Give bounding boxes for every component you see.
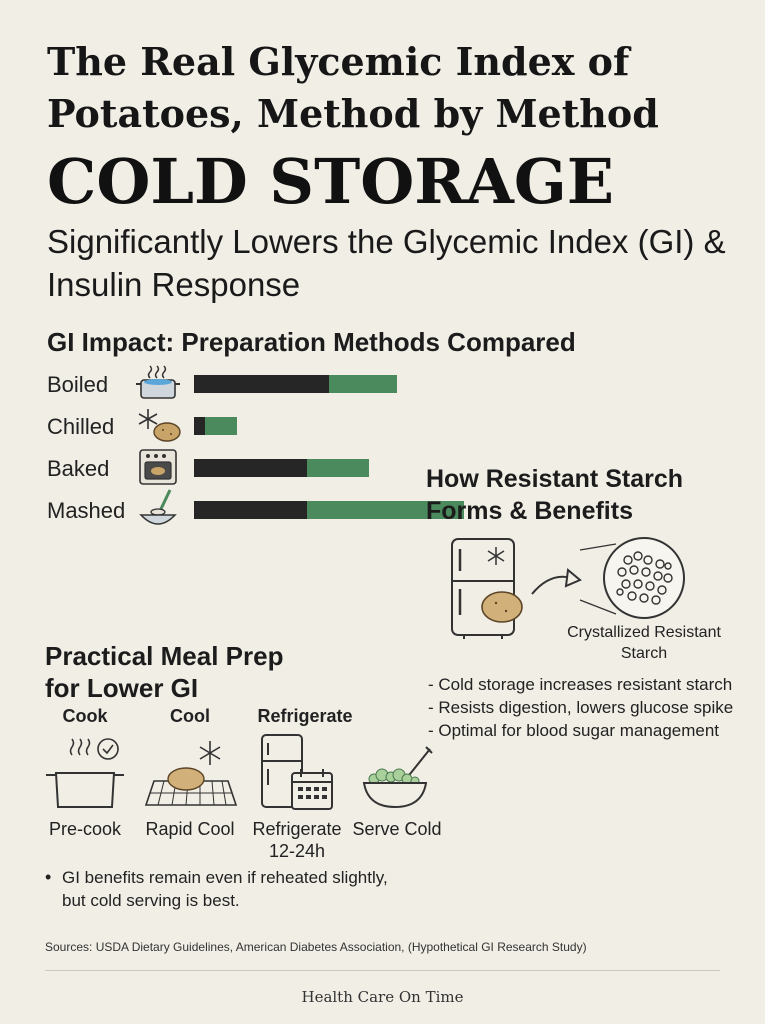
step-head-cook: Cook bbox=[62, 706, 108, 726]
step-caption-pre-cook: Pre-cook bbox=[48, 819, 122, 839]
bar-baked bbox=[194, 459, 464, 477]
fridge-potato-icon bbox=[446, 535, 526, 641]
bar-mashed bbox=[194, 501, 464, 519]
bar-boiled-dark bbox=[194, 375, 329, 393]
footer-divider bbox=[45, 970, 720, 971]
bar-mashed-green bbox=[307, 501, 464, 519]
page-title: The Real Glycemic Index of Potatoes, Met… bbox=[47, 39, 659, 136]
sources-text: Sources: USDA Dietary Guidelines, Americ… bbox=[45, 940, 587, 954]
footer-brand: Health Care On Time bbox=[301, 988, 464, 1006]
masher-bowl-icon bbox=[138, 487, 180, 531]
starch-bullet-2: - Resists digestion, lowers glucose spik… bbox=[428, 698, 734, 717]
bar-boiled bbox=[194, 375, 464, 393]
bar-label-baked: Baked bbox=[47, 456, 110, 481]
cooling-rack-icon bbox=[144, 737, 238, 811]
pot-icon bbox=[44, 733, 136, 813]
bar-chilled-green bbox=[204, 417, 238, 435]
arrow-right-icon bbox=[528, 562, 584, 602]
step-head-cool: Cool bbox=[170, 706, 210, 726]
resistant-starch-title: How Resistant Starch Forms & Benefits bbox=[426, 465, 684, 525]
bar-mashed-dark bbox=[194, 501, 308, 519]
bar-baked-dark bbox=[194, 459, 308, 477]
bar-boiled-green bbox=[329, 375, 397, 393]
meal-prep-title-line1: Practical Meal Prep bbox=[45, 641, 284, 671]
oven-icon bbox=[138, 448, 180, 488]
bar-baked-green bbox=[307, 459, 370, 477]
snowflake-potato-icon bbox=[134, 405, 184, 447]
bar-label-mashed: Mashed bbox=[47, 498, 126, 523]
bar-label-boiled: Boiled bbox=[47, 372, 109, 397]
bar-chilled bbox=[194, 417, 464, 435]
headline: COLD STORAGE bbox=[47, 145, 615, 218]
note-bullet-dot: • bbox=[45, 867, 52, 887]
salad-bowl-icon bbox=[360, 745, 436, 811]
subheadline: Significantly Lowers the Glycemic Index … bbox=[47, 223, 726, 303]
starch-crystal-icon bbox=[576, 530, 696, 630]
meal-prep-note: GI benefits remain even if reheated slig… bbox=[62, 868, 388, 910]
step-caption-serve-cold: Serve Cold bbox=[352, 819, 442, 839]
starch-bullet-1: - Cold storage increases resistant starc… bbox=[428, 675, 733, 694]
bar-label-chilled: Chilled bbox=[47, 414, 115, 439]
gi-impact-title: GI Impact: Preparation Methods Compared bbox=[47, 327, 576, 357]
meal-prep-title-line2: for Lower GI bbox=[45, 673, 199, 703]
starch-bullet-3: - Optimal for blood sugar management bbox=[428, 721, 720, 740]
step-caption-refrigerate: Refrigerate 12-24h bbox=[252, 819, 342, 861]
bar-chilled-dark bbox=[194, 417, 205, 435]
step-caption-rapid-cool: Rapid Cool bbox=[145, 819, 235, 839]
pot-steam-icon bbox=[134, 362, 184, 404]
crystal-label: Crystallized Resistant Starch bbox=[567, 624, 721, 662]
step-head-refrigerate: Refrigerate bbox=[257, 706, 353, 726]
fridge-calendar-icon bbox=[258, 733, 338, 811]
